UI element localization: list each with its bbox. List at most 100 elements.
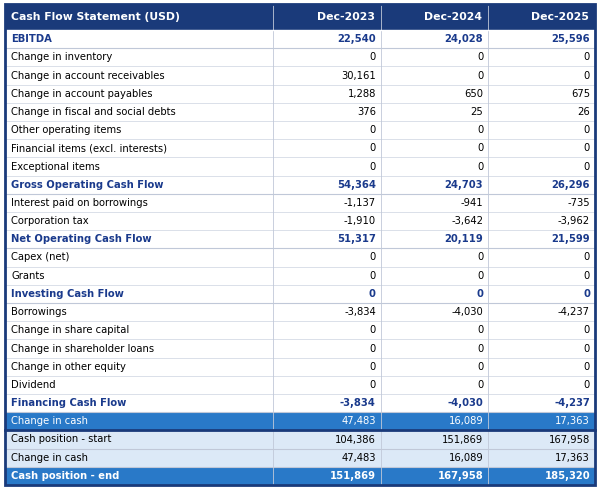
Bar: [488, 4, 595, 30]
Text: 17,363: 17,363: [555, 453, 590, 463]
Bar: [274, 85, 381, 103]
Bar: [488, 412, 595, 430]
Bar: [488, 467, 595, 485]
Bar: [274, 157, 381, 175]
Bar: [5, 430, 274, 448]
Text: 0: 0: [584, 125, 590, 135]
Bar: [488, 430, 595, 448]
Text: 0: 0: [370, 125, 376, 135]
Text: 0: 0: [584, 325, 590, 335]
Text: -4,237: -4,237: [554, 398, 590, 408]
Text: 0: 0: [477, 52, 483, 62]
Text: 0: 0: [477, 161, 483, 171]
Text: 0: 0: [583, 289, 590, 299]
Bar: [488, 448, 595, 467]
Text: Change in other equity: Change in other equity: [11, 362, 126, 372]
Bar: [488, 303, 595, 321]
Bar: [274, 175, 381, 194]
Bar: [5, 467, 274, 485]
Bar: [5, 175, 274, 194]
Bar: [5, 412, 274, 430]
Text: 0: 0: [370, 344, 376, 354]
Bar: [274, 430, 381, 448]
Text: Other operating items: Other operating items: [11, 125, 121, 135]
Bar: [5, 4, 274, 30]
Text: Interest paid on borrowings: Interest paid on borrowings: [11, 198, 148, 208]
Text: 16,089: 16,089: [448, 416, 483, 426]
Text: 0: 0: [370, 362, 376, 372]
Bar: [274, 103, 381, 121]
Bar: [488, 139, 595, 157]
Bar: [5, 285, 274, 303]
Text: 0: 0: [584, 71, 590, 81]
Text: 30,161: 30,161: [341, 71, 376, 81]
Bar: [5, 85, 274, 103]
Text: 16,089: 16,089: [448, 453, 483, 463]
Bar: [381, 121, 488, 139]
Bar: [381, 67, 488, 85]
Bar: [5, 394, 274, 412]
Bar: [274, 467, 381, 485]
Text: -3,834: -3,834: [344, 307, 376, 317]
Text: -941: -941: [461, 198, 483, 208]
Text: Capex (net): Capex (net): [11, 253, 70, 263]
Bar: [5, 339, 274, 358]
Bar: [381, 212, 488, 230]
Bar: [381, 376, 488, 394]
Text: 104,386: 104,386: [335, 434, 376, 444]
Bar: [5, 376, 274, 394]
Bar: [381, 157, 488, 175]
Bar: [5, 248, 274, 267]
Bar: [488, 394, 595, 412]
Text: Exceptional items: Exceptional items: [11, 161, 100, 171]
Text: 0: 0: [584, 52, 590, 62]
Text: 0: 0: [477, 143, 483, 153]
Bar: [274, 339, 381, 358]
Text: Corporation tax: Corporation tax: [11, 216, 89, 226]
Bar: [5, 48, 274, 67]
Bar: [274, 412, 381, 430]
Bar: [381, 321, 488, 339]
Bar: [5, 303, 274, 321]
Text: 0: 0: [477, 380, 483, 390]
Text: Borrowings: Borrowings: [11, 307, 67, 317]
Bar: [5, 103, 274, 121]
Bar: [274, 267, 381, 285]
Bar: [381, 394, 488, 412]
Text: Gross Operating Cash Flow: Gross Operating Cash Flow: [11, 180, 163, 190]
Text: Dec-2023: Dec-2023: [317, 12, 375, 22]
Text: Change in shareholder loans: Change in shareholder loans: [11, 344, 154, 354]
Text: 0: 0: [370, 253, 376, 263]
Text: Cash Flow Statement (USD): Cash Flow Statement (USD): [11, 12, 180, 22]
Text: 0: 0: [370, 325, 376, 335]
Bar: [381, 412, 488, 430]
Bar: [5, 448, 274, 467]
Bar: [274, 448, 381, 467]
Text: Cash position - start: Cash position - start: [11, 434, 112, 444]
Bar: [381, 267, 488, 285]
Bar: [5, 267, 274, 285]
Bar: [488, 212, 595, 230]
Text: 0: 0: [477, 271, 483, 281]
Text: 24,028: 24,028: [445, 34, 483, 44]
Text: 151,869: 151,869: [330, 471, 376, 481]
Text: 47,483: 47,483: [341, 416, 376, 426]
Bar: [488, 67, 595, 85]
Text: -4,030: -4,030: [448, 398, 483, 408]
Text: Investing Cash Flow: Investing Cash Flow: [11, 289, 124, 299]
Bar: [488, 103, 595, 121]
Bar: [381, 139, 488, 157]
Text: -1,137: -1,137: [344, 198, 376, 208]
Bar: [5, 230, 274, 248]
Bar: [381, 194, 488, 212]
Bar: [488, 48, 595, 67]
Bar: [381, 303, 488, 321]
Text: 21,599: 21,599: [551, 234, 590, 244]
Text: Dec-2025: Dec-2025: [531, 12, 589, 22]
Text: 1,288: 1,288: [347, 89, 376, 99]
Text: Change in share capital: Change in share capital: [11, 325, 129, 335]
Bar: [274, 230, 381, 248]
Text: 0: 0: [584, 344, 590, 354]
Bar: [5, 321, 274, 339]
Text: Cash position - end: Cash position - end: [11, 471, 119, 481]
